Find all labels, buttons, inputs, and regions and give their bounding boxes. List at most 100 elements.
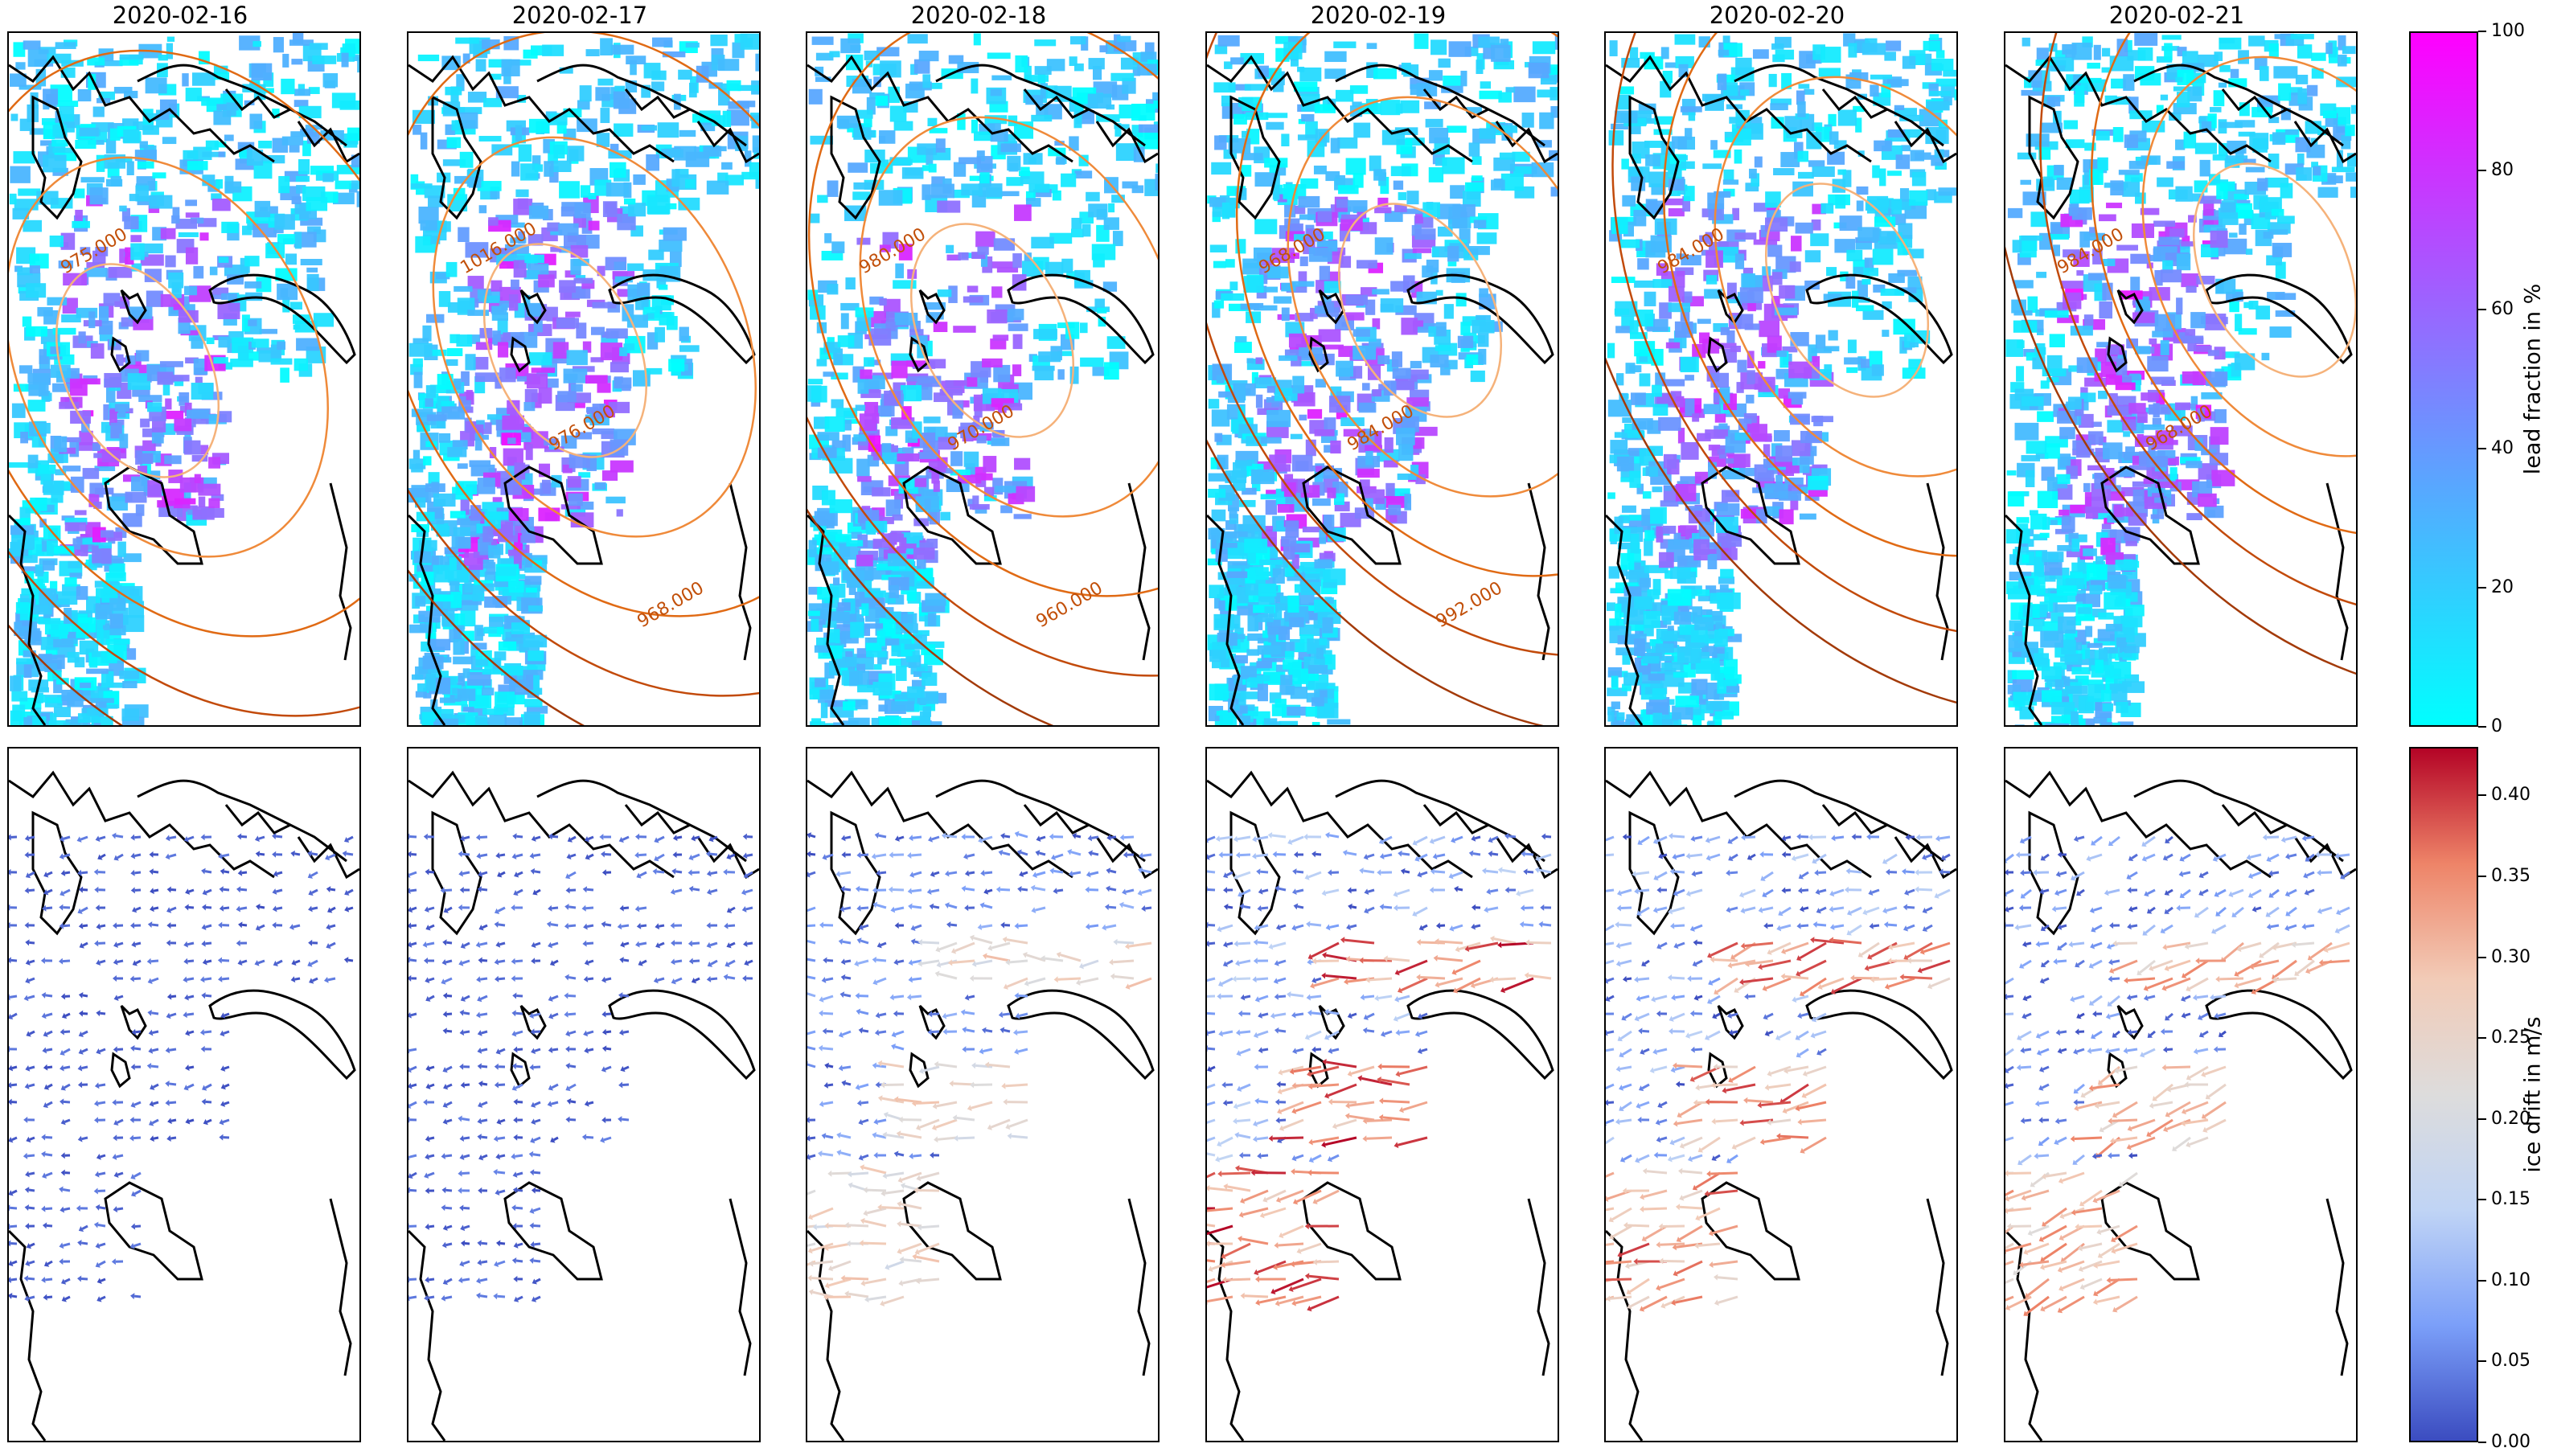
- drift-arrow: [2005, 1242, 2032, 1253]
- drift-arrow: [29, 1136, 35, 1141]
- drift-arrow: [1710, 977, 1721, 984]
- drift-arrow: [1747, 1099, 1774, 1104]
- drift-arrow: [1207, 1118, 1216, 1124]
- drift-arrow: [463, 1224, 470, 1229]
- drift-arrow: [967, 853, 975, 858]
- drift-arrow: [2218, 906, 2227, 915]
- drift-arrow: [903, 1258, 922, 1263]
- drift-arrow: [29, 1242, 35, 1247]
- drift-arrow: [825, 1134, 834, 1139]
- lead-colorbar: [2409, 31, 2478, 727]
- drift-arrow: [2115, 1295, 2138, 1311]
- drift-arrow: [1380, 1078, 1410, 1086]
- drift-arrow: [864, 1220, 887, 1228]
- drift-arrow: [1054, 853, 1064, 859]
- drift-arrow: [516, 1188, 523, 1192]
- drift-arrow: [659, 941, 665, 947]
- drift-arrow: [1207, 995, 1216, 998]
- drift-arrow: [1819, 906, 1827, 913]
- drift-arrow: [1504, 977, 1534, 991]
- drift-arrow: [328, 853, 336, 859]
- drift-arrow: [2055, 906, 2067, 911]
- drift-arrow: [80, 871, 88, 875]
- drift-arrow: [1438, 977, 1463, 986]
- drift-arrow: [822, 995, 834, 1001]
- drift-arrow: [2057, 1136, 2067, 1143]
- drift-arrow: [515, 1064, 523, 1068]
- drift-arrow: [1712, 1224, 1738, 1235]
- drift-arrow: [481, 1135, 488, 1139]
- drift-arrow: [1274, 1012, 1287, 1017]
- colorbar-tickmark: [2478, 1199, 2486, 1201]
- drift-arrow: [1311, 1136, 1340, 1144]
- drift-arrow: [2110, 835, 2120, 845]
- drift-arrow: [1028, 977, 1046, 985]
- drift-arrow: [951, 959, 975, 964]
- drift-arrow: [1295, 1295, 1322, 1305]
- drift-arrow: [1082, 959, 1099, 967]
- drift-arrow: [900, 1132, 922, 1139]
- drift-arrow: [329, 941, 336, 947]
- drift-arrow: [1257, 1030, 1269, 1036]
- drift-arrow: [2145, 924, 2156, 934]
- drift-arrow: [1508, 835, 1517, 839]
- drift-arrow: [534, 1295, 541, 1301]
- drift-arrow: [134, 871, 142, 875]
- drift-arrow: [135, 959, 142, 965]
- drift-arrow: [1606, 1260, 1615, 1264]
- drift-arrow: [2100, 1224, 2120, 1233]
- colorbar-tick-label: 0.10: [2491, 1269, 2531, 1290]
- drift-arrow: [517, 871, 523, 876]
- colorbar-tick-label: 0.35: [2491, 865, 2531, 886]
- drift-arrow: [822, 1047, 834, 1051]
- drift-arrow: [1258, 1295, 1287, 1304]
- drift-arrow: [445, 1154, 453, 1158]
- drift-arrow: [640, 924, 647, 928]
- drift-arrow: [498, 959, 506, 963]
- drift-arrow: [205, 994, 212, 998]
- drift-arrow: [1714, 958, 1738, 962]
- drift-arrow: [63, 924, 71, 928]
- drift-arrow: [1903, 975, 1933, 980]
- drift-arrow: [1819, 1048, 1827, 1054]
- drift-arrow: [63, 1207, 71, 1212]
- drift-arrow: [45, 994, 53, 998]
- drift-arrow: [587, 835, 594, 841]
- drift-arrow: [623, 958, 630, 962]
- drift-arrow: [2093, 1030, 2103, 1038]
- drift-arrow: [1207, 1171, 1216, 1179]
- drift-arrow: [2184, 959, 2209, 977]
- drift-arrow: [2149, 1118, 2173, 1135]
- drift-arrow: [1765, 977, 1792, 990]
- drift-arrow: [410, 1171, 417, 1177]
- drift-arrow: [533, 1171, 541, 1175]
- drift-arrow: [1256, 977, 1269, 981]
- drift-arrow: [1714, 1012, 1721, 1018]
- drift-arrow: [1290, 993, 1304, 998]
- drift-arrow: [150, 1064, 159, 1068]
- lead-field: [9, 33, 359, 725]
- drift-arrow: [1638, 888, 1650, 892]
- drift-arrow: [1208, 853, 1216, 859]
- drift-arrow: [28, 1083, 35, 1088]
- drift-arrow: [1673, 1065, 1685, 1072]
- drift-arrow: [570, 1100, 577, 1104]
- drift-arrow: [938, 941, 958, 951]
- drift-arrow: [462, 1154, 470, 1159]
- drift-arrow: [2074, 1136, 2103, 1141]
- drift-arrow: [2139, 959, 2156, 974]
- drift-arrow: [2115, 1101, 2138, 1117]
- drift-arrow: [2108, 1048, 2120, 1052]
- drift-arrow: [445, 1065, 453, 1071]
- drift-arrow: [1718, 1295, 1738, 1304]
- drift-arrow: [1244, 995, 1251, 999]
- drift-arrow: [80, 1241, 88, 1245]
- lead-panel-5: 984.000: [1604, 31, 1958, 727]
- drift-arrow: [868, 1295, 887, 1301]
- drift-arrow: [973, 937, 993, 945]
- drift-arrow: [1274, 1278, 1304, 1293]
- drift-arrow: [516, 835, 523, 839]
- drift-arrow: [551, 1083, 559, 1089]
- drift-arrow: [479, 835, 488, 839]
- drift-arrow: [2093, 906, 2103, 912]
